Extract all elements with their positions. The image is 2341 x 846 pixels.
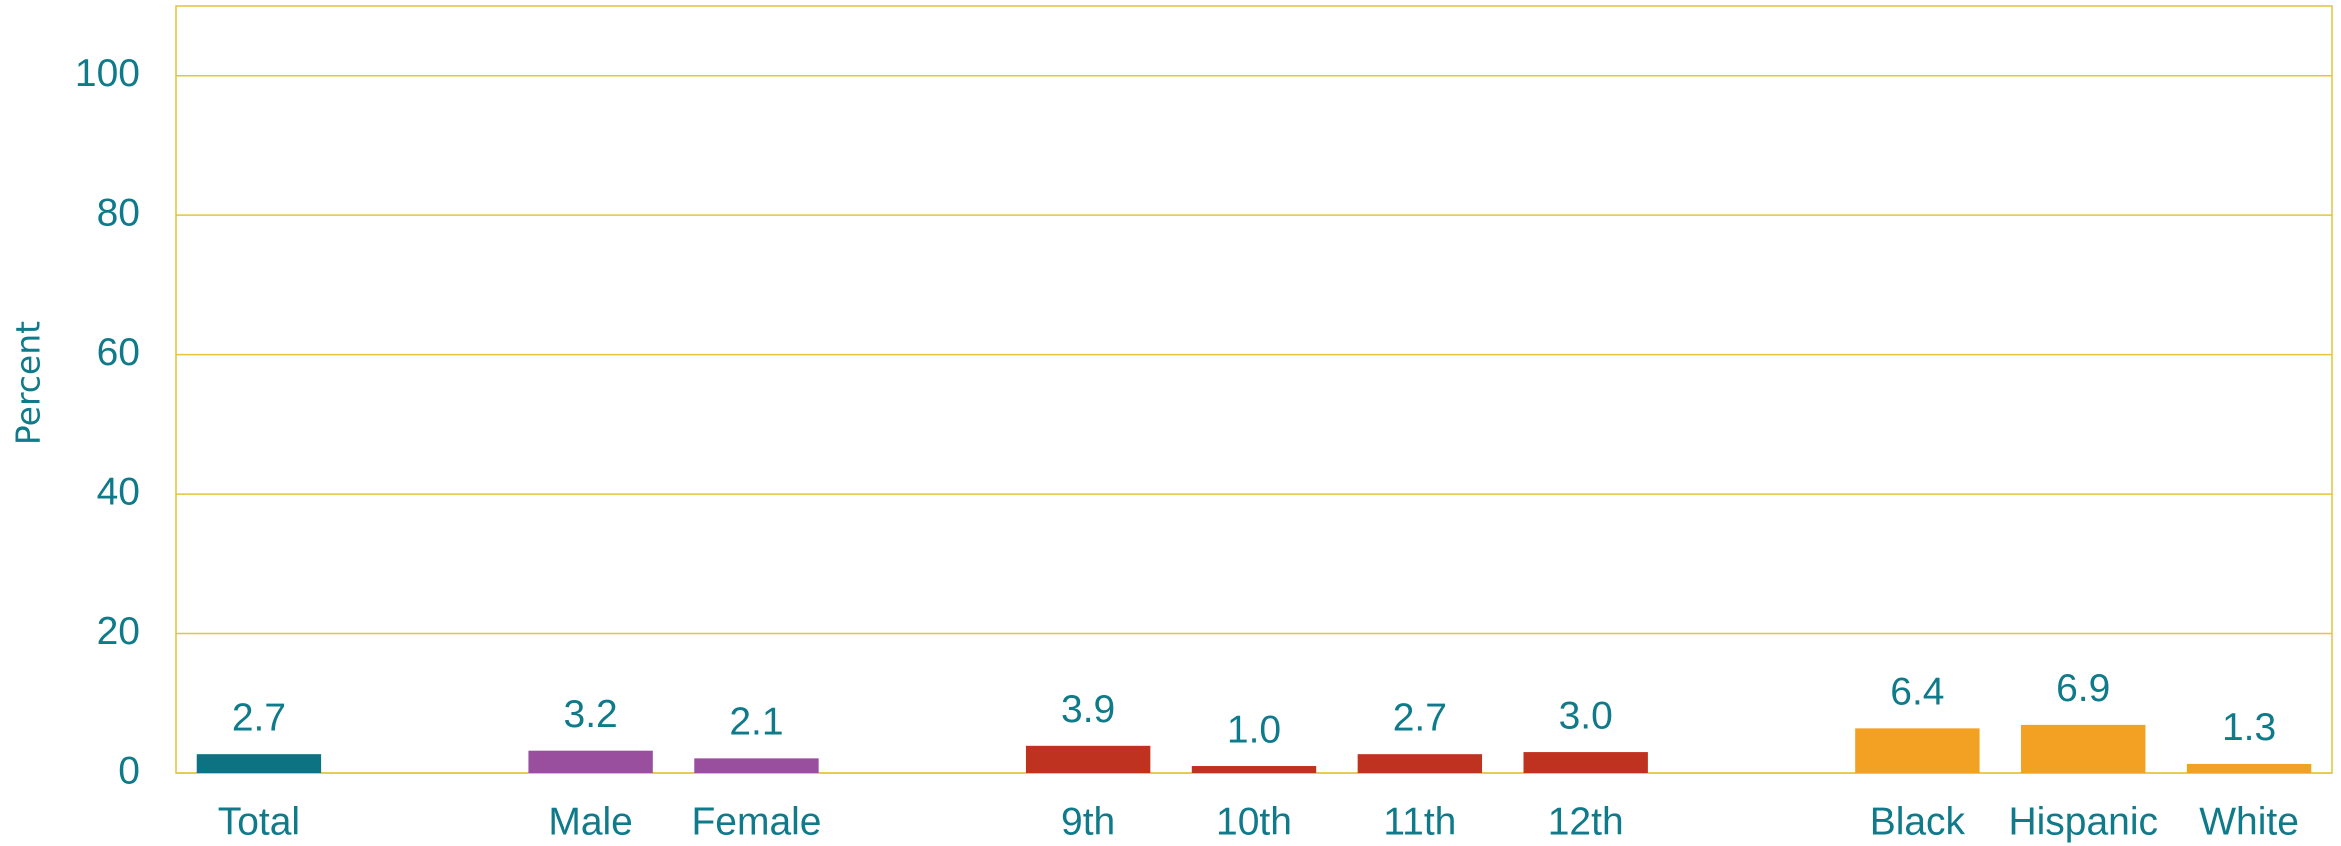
y-tick-label: 20 bbox=[97, 610, 140, 653]
x-tick-label: White bbox=[2199, 800, 2299, 843]
bar bbox=[1855, 728, 1980, 773]
data-label: 3.9 bbox=[1061, 688, 1115, 731]
y-tick-label: 80 bbox=[97, 191, 140, 234]
bar bbox=[1025, 745, 1151, 773]
bar bbox=[694, 758, 819, 773]
bar bbox=[1191, 766, 1317, 773]
data-label: 3.2 bbox=[564, 693, 618, 736]
y-tick-label: 60 bbox=[97, 331, 140, 374]
y-axis-label: Percent bbox=[9, 321, 48, 445]
data-label: 1.3 bbox=[2222, 706, 2276, 749]
data-label: 2.1 bbox=[729, 701, 783, 744]
x-tick-label: Male bbox=[548, 800, 633, 843]
data-label: 6.9 bbox=[2056, 667, 2110, 710]
data-label: 1.0 bbox=[1227, 708, 1281, 751]
y-tick-label: 0 bbox=[118, 749, 140, 792]
bar bbox=[2021, 724, 2146, 773]
x-tick-label: 9th bbox=[1061, 800, 1115, 843]
data-label: 6.4 bbox=[1890, 671, 1944, 714]
x-tick-label: Hispanic bbox=[2008, 800, 2158, 843]
y-tick-label: 40 bbox=[97, 470, 140, 513]
data-label: 2.7 bbox=[1393, 696, 1447, 739]
bar bbox=[1357, 754, 1483, 773]
bar bbox=[196, 754, 322, 773]
y-tick-label: 100 bbox=[75, 52, 140, 95]
data-label: 3.0 bbox=[1559, 694, 1613, 737]
bar bbox=[1523, 752, 1648, 773]
x-tick-label: 10th bbox=[1216, 800, 1292, 843]
x-tick-label: 11th bbox=[1383, 800, 1456, 843]
plot-frame bbox=[175, 5, 2333, 774]
bar bbox=[2186, 763, 2312, 773]
bar bbox=[528, 750, 653, 773]
x-tick-label: Black bbox=[1870, 800, 1966, 843]
x-tick-label: Total bbox=[218, 800, 300, 843]
x-tick-label: 12th bbox=[1548, 800, 1624, 843]
x-tick-label: Female bbox=[691, 800, 821, 843]
data-label: 2.7 bbox=[232, 696, 286, 739]
